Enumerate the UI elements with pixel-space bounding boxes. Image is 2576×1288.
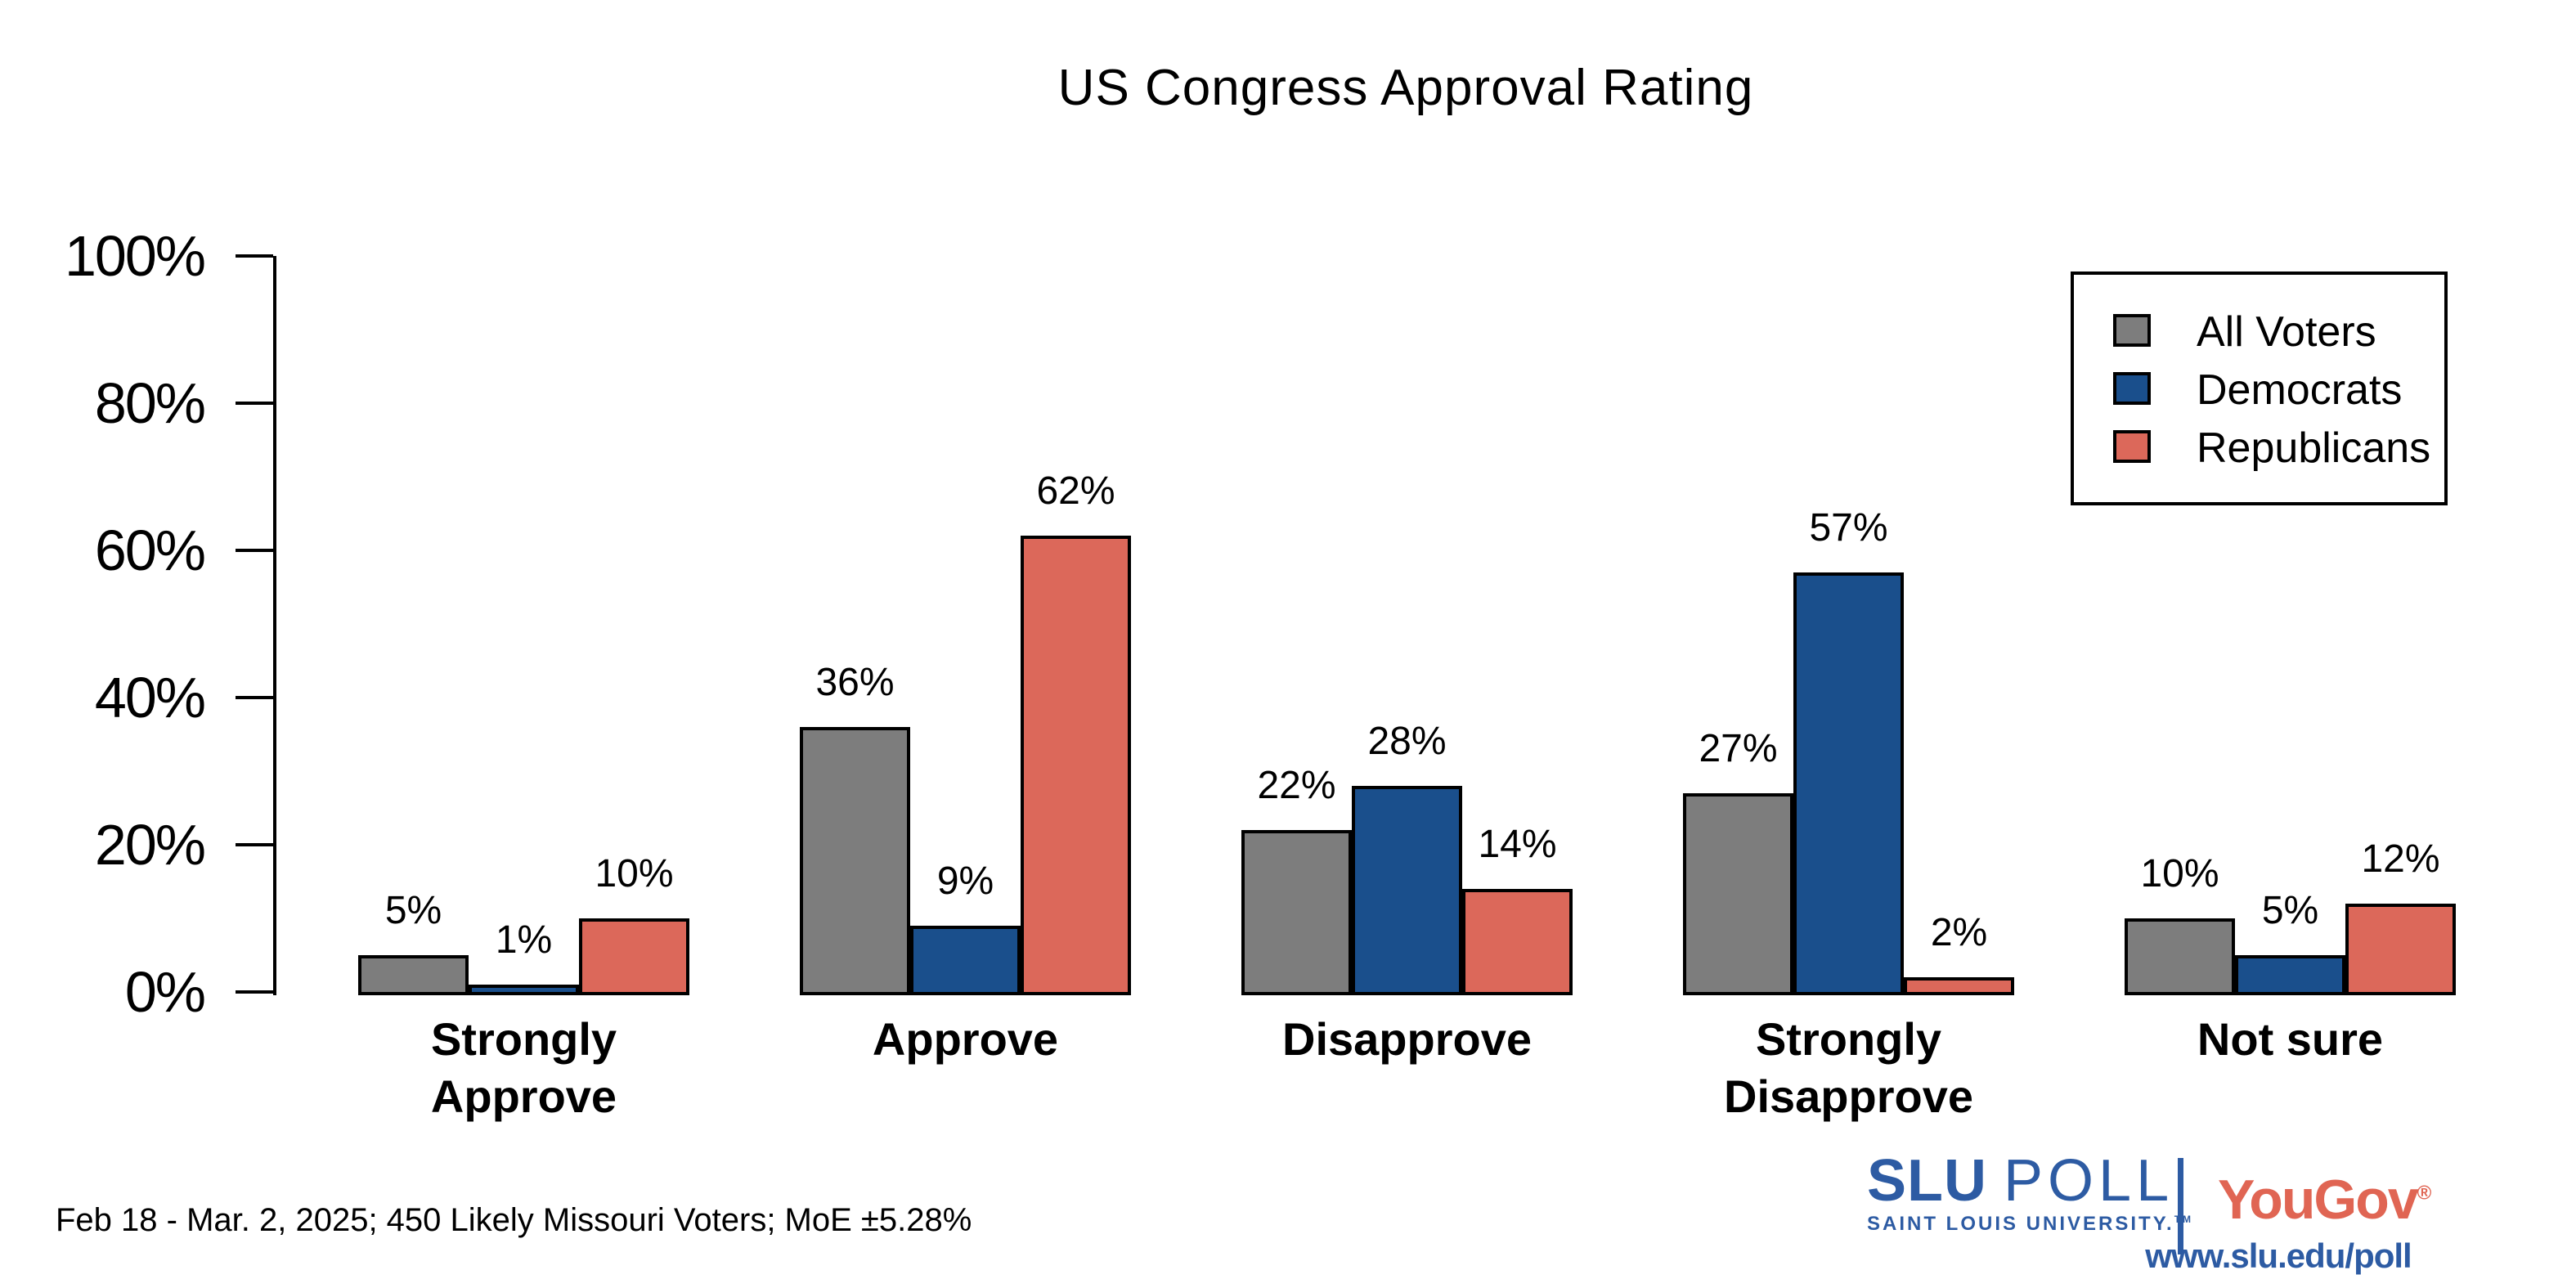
- bar-value-label: 10%: [2140, 852, 2219, 895]
- y-axis-tick-label: 0%: [124, 960, 206, 1024]
- bar-all-voters: [2125, 918, 2235, 995]
- category-label: Strongly Approve: [430, 1013, 617, 1122]
- survey-methodology-note: Feb 18 - Mar. 2, 2025; 450 Likely Missou…: [56, 1202, 972, 1238]
- bar-value-label: 28%: [1367, 720, 1447, 763]
- bar-republicans: [1904, 977, 2014, 995]
- y-axis-tick: [236, 254, 273, 258]
- bar-value-label: 57%: [1809, 506, 1888, 550]
- legend-swatch-democrats: [2113, 372, 2151, 405]
- category-label: Strongly Disapprove: [1724, 1013, 1973, 1122]
- yougov-logo: YouGov®: [2218, 1168, 2432, 1232]
- bar-value-label: 27%: [1699, 727, 1778, 770]
- bar-all-voters: [1241, 830, 1352, 995]
- bar-republicans: [1021, 536, 1131, 995]
- y-axis-tick: [236, 696, 273, 699]
- slu-university-subtitle: SAINT LOUIS UNIVERSITY.TM: [1867, 1213, 2193, 1236]
- bar-all-voters: [358, 955, 469, 995]
- y-axis-tick: [236, 549, 273, 552]
- bar-value-label: 36%: [815, 661, 895, 704]
- poll-website-link[interactable]: www.slu.edu/poll: [2145, 1236, 2412, 1275]
- bar-value-label: 5%: [384, 889, 442, 932]
- bar-value-label: 10%: [595, 852, 674, 895]
- bar-democrats: [1352, 786, 1462, 995]
- legend-item-all-voters: All Voters: [2074, 307, 2444, 358]
- y-axis-tick-label: 60%: [94, 518, 206, 582]
- bar-value-label: 2%: [1930, 911, 1988, 954]
- legend-label-democrats: Democrats: [2197, 366, 2403, 414]
- bar-value-label: 22%: [1257, 764, 1336, 807]
- logo-divider: [2178, 1158, 2183, 1254]
- chart-title: US Congress Approval Rating: [1057, 60, 1754, 116]
- bar-all-voters: [800, 727, 910, 995]
- yougov-logo-text: YouGov: [2218, 1169, 2419, 1231]
- category-label: Approve: [872, 1013, 1059, 1065]
- legend-swatch-all-voters: [2113, 314, 2151, 347]
- registered-symbol: ®: [2417, 1182, 2432, 1205]
- bar-republicans: [2345, 904, 2456, 995]
- y-axis-tick: [236, 402, 273, 405]
- slu-poll-logo: SLU POLL: [1867, 1151, 2174, 1210]
- bar-value-label: 1%: [495, 918, 553, 962]
- y-axis-tick-label: 20%: [94, 813, 206, 877]
- bar-value-label: 5%: [2261, 889, 2319, 932]
- y-axis-line: [273, 256, 276, 995]
- bar-democrats: [910, 926, 1021, 995]
- category-label: Not sure: [2197, 1013, 2384, 1065]
- slu-logo-text: SLU: [1867, 1148, 1987, 1214]
- legend-label-all-voters: All Voters: [2197, 308, 2376, 356]
- y-axis-tick-label: 80%: [94, 371, 206, 435]
- y-axis-tick-label: 40%: [94, 666, 206, 729]
- bar-value-label: 9%: [936, 859, 994, 903]
- bar-all-voters: [1683, 793, 1793, 995]
- legend-swatch-republicans: [2113, 430, 2151, 463]
- category-label: Disapprove: [1282, 1013, 1532, 1065]
- bar-value-label: 12%: [2361, 837, 2440, 881]
- slu-subtitle-text: SAINT LOUIS UNIVERSITY.: [1867, 1213, 2174, 1235]
- poll-logo-text: POLL: [2004, 1148, 2174, 1214]
- legend-label-republicans: Republicans: [2197, 424, 2431, 472]
- legend-item-republicans: Republicans: [2074, 424, 2444, 474]
- legend-item-democrats: Democrats: [2074, 366, 2444, 416]
- y-axis-tick: [236, 990, 273, 994]
- y-axis-tick-label: 100%: [64, 224, 206, 288]
- legend: All Voters Democrats Republicans: [2071, 272, 2448, 505]
- bar-republicans: [1462, 889, 1573, 995]
- bar-democrats: [469, 985, 579, 995]
- bar-democrats: [1793, 572, 1904, 995]
- y-axis-tick: [236, 843, 273, 846]
- bar-value-label: 14%: [1478, 823, 1557, 866]
- bar-republicans: [579, 918, 689, 995]
- bar-democrats: [2235, 955, 2345, 995]
- bar-value-label: 62%: [1036, 469, 1115, 513]
